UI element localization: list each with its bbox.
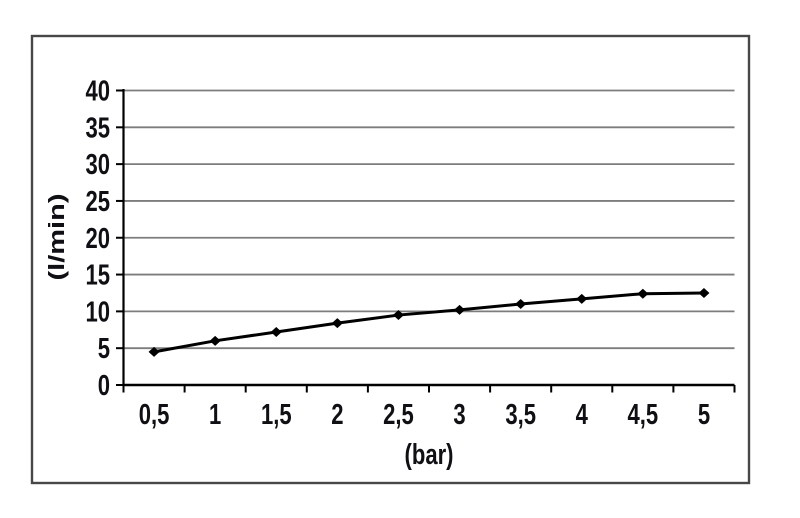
- data-point-marker: [392, 310, 404, 321]
- x-tick-label: 1,5: [261, 399, 292, 431]
- x-tick-label: 2: [331, 399, 343, 431]
- series-flow-rate-vs-pressure: [148, 287, 710, 357]
- y-axis-title: (l/min): [45, 194, 69, 281]
- y-tick-label: 0: [98, 370, 110, 402]
- x-axis-title: (bar): [405, 439, 454, 471]
- data-point-marker: [270, 326, 282, 337]
- x-tick-label: 3: [453, 399, 465, 431]
- y-tick-label: 10: [85, 297, 110, 329]
- data-point-marker: [331, 318, 343, 329]
- y-tick-label: 40: [85, 76, 110, 108]
- x-tick-label: 0,5: [139, 399, 170, 431]
- x-tick-label: 4: [576, 399, 589, 431]
- x-tick-label: 2,5: [383, 399, 414, 431]
- chart-frame: [30, 34, 751, 485]
- x-tick-labels: 0,5 1 1,5 2 2,5 3 3,5 4 4,5 5: [139, 399, 710, 431]
- y-tick-labels: 0 5 10 15 20 25 30 35 40: [85, 76, 110, 402]
- y-tick-label: 15: [85, 260, 110, 292]
- y-tick-label: 35: [85, 113, 110, 145]
- x-tick-label: 3,5: [505, 399, 536, 431]
- data-point-marker: [148, 346, 160, 357]
- y-tick-label: 30: [85, 149, 110, 181]
- x-tick-label: 5: [698, 399, 710, 431]
- x-tick-label: 4,5: [628, 399, 659, 431]
- y-tick-label: 25: [85, 186, 110, 218]
- data-point-marker: [515, 299, 527, 310]
- x-tick-label: 1: [209, 399, 221, 431]
- data-point-marker: [576, 293, 588, 304]
- data-point-marker: [454, 304, 466, 315]
- data-point-marker: [209, 335, 221, 346]
- data-point-marker: [698, 287, 710, 298]
- data-point-marker: [637, 288, 649, 299]
- series-line: [152, 291, 706, 354]
- y-tick-label: 20: [85, 223, 110, 255]
- y-tick-label: 5: [98, 333, 110, 365]
- axes: [116, 89, 736, 393]
- gridlines: [123, 89, 735, 350]
